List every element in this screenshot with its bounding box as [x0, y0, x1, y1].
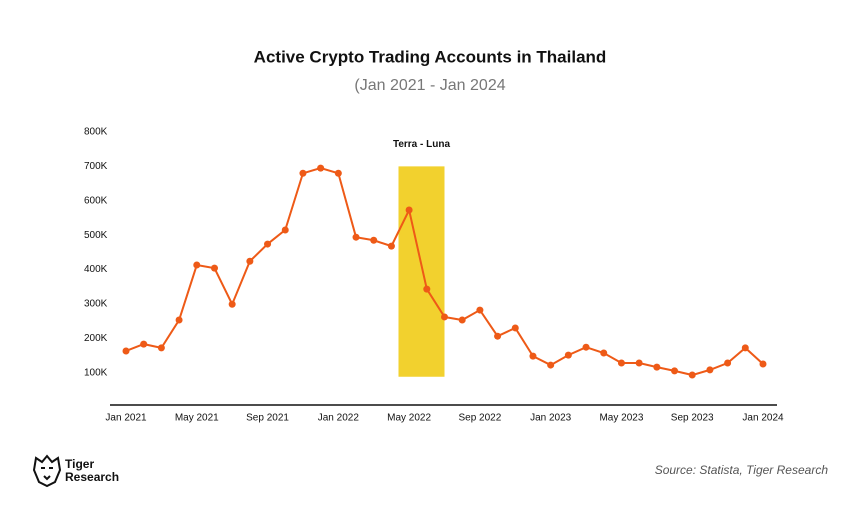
x-tick-label: Sep 2021: [246, 413, 289, 424]
x-tick-label: May 2021: [175, 413, 219, 424]
point: [317, 164, 325, 172]
point: [724, 359, 732, 367]
y-tick-label: 500K: [84, 230, 108, 241]
point: [228, 300, 236, 308]
point: [741, 344, 749, 352]
point: [759, 360, 767, 368]
point: [246, 257, 254, 265]
point: [547, 361, 555, 369]
x-tick-label: Jan 2024: [742, 413, 784, 424]
point: [653, 363, 661, 371]
point: [387, 242, 395, 250]
point: [193, 261, 201, 269]
point: [441, 313, 448, 321]
point: [299, 169, 307, 177]
highlight-label: Terra - Luna: [393, 139, 450, 150]
logo-text: Tiger: [65, 457, 94, 471]
point: [688, 371, 696, 379]
y-tick-label: 100K: [84, 367, 108, 378]
point: [122, 347, 130, 355]
logo-icon: [32, 454, 62, 488]
point: [582, 343, 590, 351]
x-tick-label: May 2022: [387, 413, 431, 424]
highlight-band: [398, 166, 445, 377]
point: [564, 351, 572, 359]
source: Source: Statista, Tiger Research: [655, 463, 829, 477]
x-tick-label: Jan 2022: [318, 413, 360, 424]
point: [210, 264, 218, 272]
point: [370, 236, 378, 244]
x-tick-label: Jan 2021: [105, 413, 147, 424]
x-tick-label: May 2023: [599, 413, 643, 424]
point: [175, 316, 183, 324]
point: [157, 344, 165, 352]
point: [352, 233, 360, 241]
point: [617, 359, 625, 367]
point: [671, 367, 679, 375]
point: [494, 332, 502, 340]
y-tick-label: 600K: [84, 195, 108, 206]
y-tick-label: 300K: [84, 299, 108, 310]
point: [529, 352, 537, 360]
y-tick-label: 400K: [84, 264, 108, 275]
point: [706, 366, 714, 374]
x-tick-label: Sep 2023: [671, 413, 714, 424]
logo-text: Research: [65, 470, 119, 484]
x-tick-label: Jan 2023: [530, 413, 572, 424]
point: [476, 306, 484, 314]
y-tick-label: 700K: [84, 161, 108, 172]
point: [140, 340, 148, 348]
point: [281, 226, 289, 234]
chart-subtitle: (Jan 2021 - Jan 2024: [354, 77, 505, 94]
point: [264, 240, 272, 248]
y-tick-label: 800K: [84, 127, 108, 138]
point: [334, 169, 342, 177]
point: [458, 316, 466, 324]
point: [635, 359, 643, 367]
logo-detail: [41, 467, 53, 481]
chart-title: Active Crypto Trading Accounts in Thaila…: [254, 47, 607, 66]
point: [511, 324, 519, 332]
y-tick-label: 200K: [84, 333, 108, 344]
point: [405, 206, 413, 214]
point: [600, 349, 608, 357]
point: [423, 285, 431, 293]
logo: Tiger Research: [32, 454, 119, 488]
x-tick-label: Sep 2022: [458, 413, 501, 424]
